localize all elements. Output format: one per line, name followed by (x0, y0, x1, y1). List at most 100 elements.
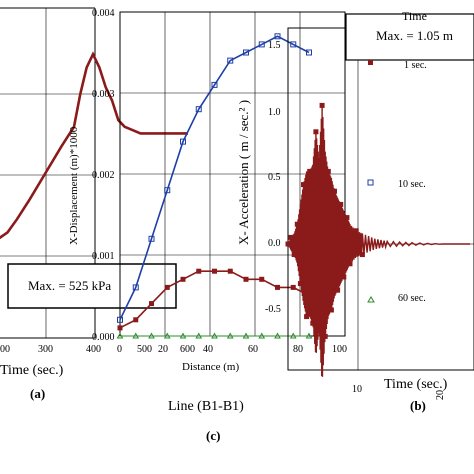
panel-c-x-tick: 20 (158, 344, 168, 355)
panel-c-point (117, 325, 123, 331)
panel-b-y-tick: 1.0 (268, 107, 281, 118)
panel-b-point (344, 215, 350, 221)
panel-c-point (195, 106, 202, 113)
panel-c-point (148, 332, 155, 339)
panel-b-point (291, 252, 297, 258)
panel-b-point (297, 281, 303, 287)
panel-b-point (359, 252, 365, 258)
panel-a-series-line (0, 51, 188, 240)
panel-c: 0.004 0.003 0.002 0.001 0.000 0 20 40 60… (68, 8, 347, 443)
panel-b-y-tick: 0.0 (268, 238, 281, 249)
panel-a: 00 300 400 Max. = 525 kPa Time (sec.) (a… (0, 7, 188, 401)
panel-c-point (289, 332, 297, 339)
panel-c-point (305, 332, 313, 339)
panel-c-y-tick: 0.001 (92, 251, 115, 262)
panel-c-y-tick: 0.003 (92, 89, 115, 100)
panel-c-x-tick: 80 (293, 344, 303, 355)
panel-b-x-tick: 20 (435, 390, 446, 400)
panel-b-legend: Time Max. = 1.05 m 1 sec. 10 sec. 60 sec… (345, 9, 474, 304)
panel-c-x-tick: 0 (117, 344, 122, 355)
panel-b-point (285, 241, 291, 247)
panel-b-point (288, 234, 294, 240)
panel-b-point (310, 320, 316, 326)
panel-a-series (0, 51, 188, 240)
panel-c-point (258, 41, 265, 48)
panel-c-xlabel: Distance (m) (182, 361, 239, 373)
panel-b-point (328, 307, 334, 313)
panel-b-point (325, 168, 331, 174)
legend-marker-1sec (368, 60, 373, 65)
legend-title: Time (402, 9, 427, 23)
panel-c-point (227, 268, 233, 274)
panel-c-point (226, 332, 234, 339)
panel-b-point (307, 168, 313, 174)
panel-c-point (132, 284, 139, 291)
panel-c-x-tick: 40 (203, 344, 213, 355)
panel-c-point (149, 301, 154, 307)
panel-c-point (195, 332, 203, 339)
panel-c-x-tick: 60 (248, 344, 258, 355)
panel-c-point (290, 284, 296, 290)
panel-b-y-tick: -0.5 (265, 304, 281, 315)
panel-a-x-tick: 00 (0, 344, 10, 355)
panel-c-point (242, 332, 250, 339)
panel-c-point (275, 284, 280, 290)
panel-c-extra-tick: 600 (180, 344, 195, 355)
panel-b-point (304, 314, 310, 320)
panel-c-point (180, 138, 186, 145)
legend-label-1sec: 1 sec. (404, 60, 427, 71)
panel-c-point (117, 316, 123, 323)
panel-c-y-tick: 0.000 (92, 332, 115, 343)
panel-b-series-line (287, 105, 471, 377)
panel-c-y-tick: 0.002 (92, 170, 115, 181)
panel-c-point (164, 284, 170, 290)
panel-c-point (290, 41, 297, 48)
panel-c-series-line (119, 35, 310, 321)
panel-a-annotation: Max. = 525 kPa (28, 278, 111, 293)
panel-b-point (301, 182, 306, 188)
panel-b-annotation-box (345, 13, 474, 61)
panel-b-point (322, 333, 328, 339)
legend-label-60sec: 60 sec. (398, 293, 426, 304)
panel-c-point (180, 276, 186, 282)
panel-b-point (294, 221, 300, 227)
panel-b-point (338, 201, 344, 207)
panel-c-point (133, 317, 139, 323)
panel-a-x-tick: 400 (86, 344, 101, 355)
panel-c-point (179, 332, 187, 339)
panel-b-xlabel: Time (sec.) (384, 377, 448, 392)
panel-b-point (332, 188, 337, 194)
panel-b-point (353, 228, 359, 234)
panel-b-y-tick: 0.5 (268, 172, 281, 183)
panel-c-series (116, 33, 313, 339)
panel-b-x-tick: 10 (352, 384, 362, 395)
panel-c-point (148, 235, 155, 242)
panel-c-caption: Line (B1-B1) (168, 399, 244, 414)
panel-a-annotation-box (7, 263, 177, 309)
panel-b-point (335, 287, 341, 293)
panel-a-x-tick: 300 (38, 344, 53, 355)
panel-c-point (212, 268, 217, 274)
panel-b-point (347, 261, 353, 267)
panel-c-point (163, 332, 171, 339)
panel-c-point (274, 332, 281, 339)
panel-b-series (285, 102, 471, 377)
panel-c-point (132, 332, 140, 339)
panel-b-y-tick: 1.5 (268, 40, 281, 51)
panel-b-point (316, 327, 322, 333)
panel-c-point (227, 57, 234, 64)
panel-b: 1.5 1.0 0.5 0.0 -0.5 10 20 X- Accelerati… (236, 9, 474, 413)
panel-c-x-tick: 100 (332, 344, 347, 355)
panel-c-point (306, 49, 312, 56)
panel-c-extra-tick: 500 (137, 344, 152, 355)
panel-c-point (259, 276, 265, 282)
panel-b-point (341, 274, 347, 280)
panel-c-letter: (c) (206, 428, 220, 443)
panel-b-annotation: Max. = 1.05 m (376, 28, 453, 43)
panel-c-y-tick: 0.004 (92, 8, 115, 19)
panel-a-letter: (a) (30, 386, 45, 401)
legend-label-10sec: 10 sec. (398, 179, 426, 190)
panel-c-ylabel: X-Displacement (m)*1000 (68, 126, 80, 245)
panel-b-letter: (b) (410, 398, 426, 413)
